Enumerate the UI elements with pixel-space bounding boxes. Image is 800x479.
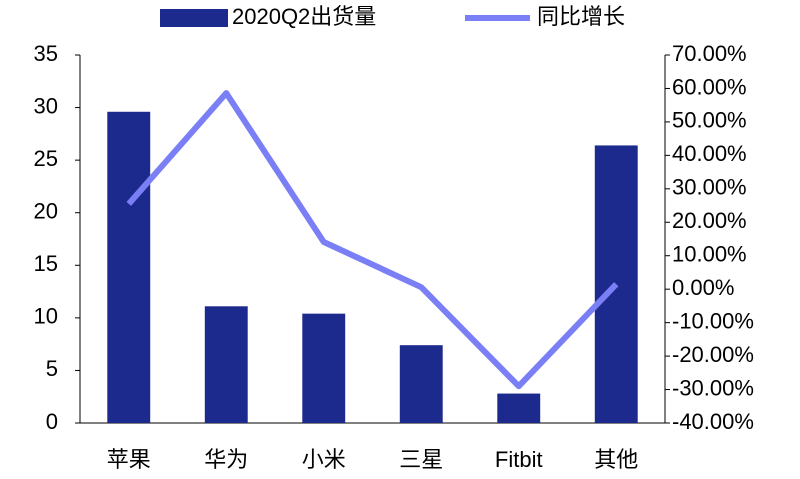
bar	[302, 313, 346, 423]
bar	[497, 393, 541, 423]
legend-swatch	[160, 9, 228, 27]
y-tick-label: 15	[34, 251, 58, 276]
y2-tick-label: 70.00%	[672, 41, 747, 66]
y-tick-label: 0	[46, 409, 58, 434]
y2-tick-label: 40.00%	[672, 141, 747, 166]
y2-tick-label: -20.00%	[672, 342, 754, 367]
y2-tick-label: 60.00%	[672, 74, 747, 99]
y2-tick-label: 50.00%	[672, 108, 747, 133]
x-tick-label: 三星	[399, 447, 443, 472]
y-tick-label: 5	[46, 356, 58, 381]
y2-tick-label: -30.00%	[672, 375, 754, 400]
y2-tick-label: 20.00%	[672, 208, 747, 233]
legend-label: 2020Q2出货量	[232, 4, 376, 29]
y-tick-label: 30	[34, 93, 58, 118]
line	[126, 90, 619, 390]
y2-tick-label: -40.00%	[672, 409, 754, 434]
x-tick-label: Fitbit	[495, 447, 543, 472]
y-tick-label: 25	[34, 146, 58, 171]
bar	[204, 306, 248, 423]
x-tick-label: 其他	[594, 447, 638, 472]
x-tick-label: 苹果	[107, 447, 151, 472]
legend-label: 同比增长	[537, 4, 625, 29]
y2-tick-label: -10.00%	[672, 308, 754, 333]
y2-tick-label: 0.00%	[672, 275, 734, 300]
y2-tick-label: 30.00%	[672, 175, 747, 200]
bar	[107, 111, 151, 423]
y-tick-label: 10	[34, 304, 58, 329]
y-tick-label: 20	[34, 199, 58, 224]
x-tick-label: 华为	[204, 447, 248, 472]
y-tick-label: 35	[34, 41, 58, 66]
y2-tick-label: 10.00%	[672, 242, 747, 267]
bar	[399, 345, 443, 423]
x-tick-label: 小米	[302, 447, 346, 472]
